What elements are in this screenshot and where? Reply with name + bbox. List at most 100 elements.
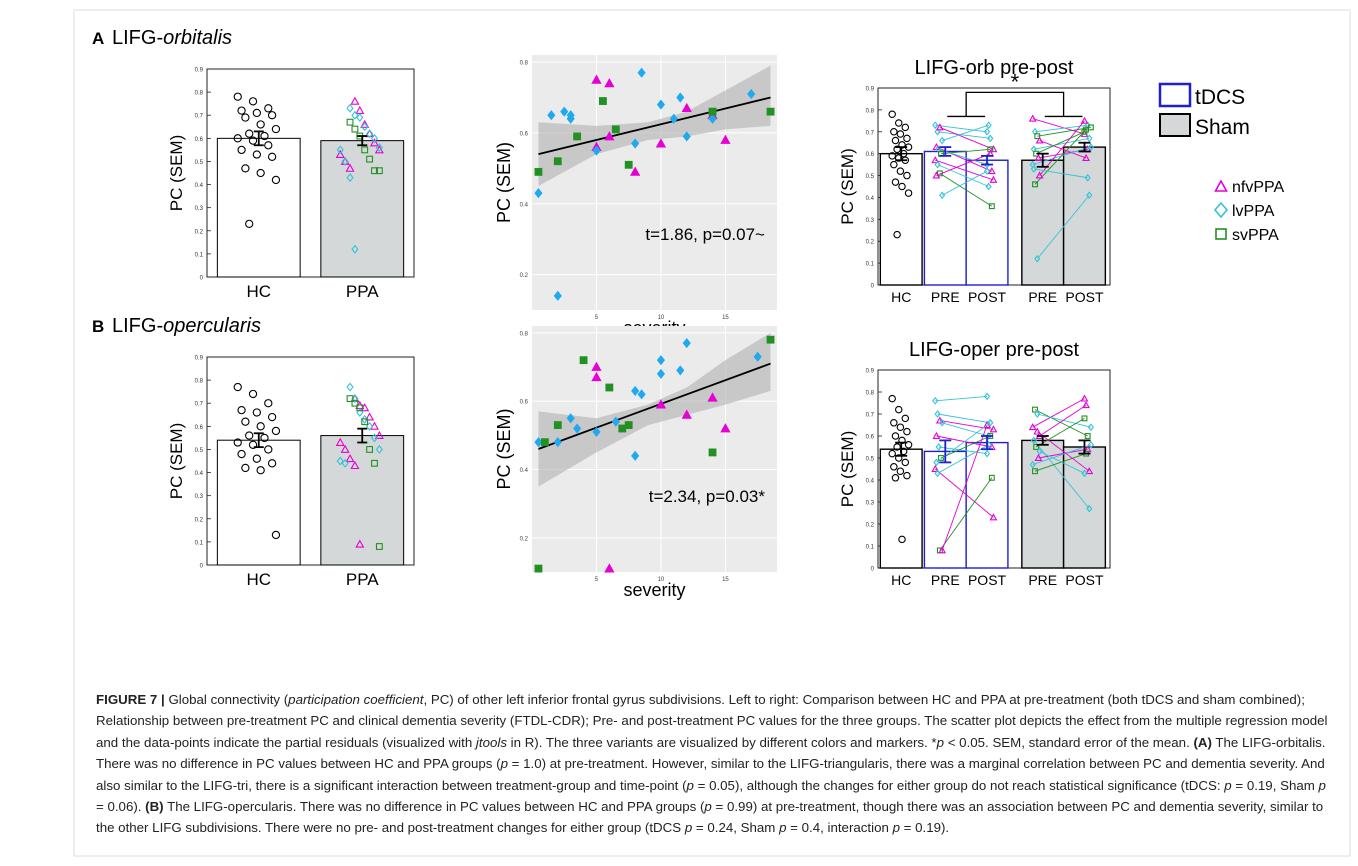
point-svPPA xyxy=(579,356,588,365)
sv-pre-point xyxy=(1032,181,1038,188)
sv-point xyxy=(346,395,354,403)
lv-pre-point xyxy=(1034,254,1041,263)
nfv-point xyxy=(355,105,365,115)
point-lvPPA xyxy=(669,113,678,124)
hc-point xyxy=(891,136,900,145)
caption-bold-a: (A) xyxy=(1193,734,1212,750)
x-tick-label: HC xyxy=(891,572,911,588)
nfv-pair-line xyxy=(934,468,994,518)
lv-pair-line xyxy=(938,148,988,166)
sv-point xyxy=(351,399,359,407)
bar-sham-pre xyxy=(1021,439,1065,569)
hc-point xyxy=(252,454,261,463)
nfv-pair-line xyxy=(935,159,994,181)
nfv-post-point xyxy=(1080,116,1089,124)
bar-hc-hc xyxy=(879,152,923,286)
lv-pair-line xyxy=(937,444,989,474)
sv-pre-point xyxy=(1033,444,1040,450)
y-tick-label: 0.2 xyxy=(866,240,875,246)
x-axis-label: severity xyxy=(623,580,685,600)
lv-post-point xyxy=(987,134,994,143)
point-svPPA xyxy=(573,132,582,141)
nfv-pre-point xyxy=(1028,423,1037,431)
chart-b-bar: 0 0.1 0.2 0.3 0.4 0.5 0.6 0.7 0.8 0.9 PC (SEM) HC PP… xyxy=(167,356,415,589)
hc-point xyxy=(241,164,250,173)
nfv-point xyxy=(350,460,360,470)
point-lvPPA xyxy=(631,450,640,461)
plot-area xyxy=(206,68,415,278)
caption-p: p xyxy=(779,820,787,836)
lv-post-point xyxy=(1086,134,1093,143)
point-lvPPA xyxy=(534,188,543,199)
caption-p: p xyxy=(892,820,900,836)
nfv-point xyxy=(374,430,384,440)
sv-point xyxy=(366,446,374,453)
point-svPPA xyxy=(534,167,543,176)
lv-post-point xyxy=(985,121,992,130)
y-axis-label: PC (SEM) xyxy=(494,409,514,490)
point-lvPPA xyxy=(682,338,691,349)
hc-point xyxy=(245,431,254,440)
nfv-pre-point xyxy=(932,431,941,439)
y-axis-label: PC (SEM) xyxy=(838,431,857,508)
lv-pre-point xyxy=(1034,410,1041,418)
figure-caption: FIGURE 7 | Global connectivity (particip… xyxy=(96,689,1336,839)
lv-pre-point xyxy=(933,458,940,467)
hc-point xyxy=(252,408,261,417)
y-tick-label: 0.3 xyxy=(866,501,875,507)
hc-point xyxy=(896,130,905,138)
nfv-pair-line xyxy=(936,153,991,176)
hc-point xyxy=(903,471,911,480)
caption-text-9: = 0.06). xyxy=(96,799,146,815)
y-axis-label: PC (SEM) xyxy=(167,423,186,500)
nfv-pre-point xyxy=(931,464,940,472)
hc-point xyxy=(888,449,896,458)
hc-point xyxy=(891,432,900,440)
y-tick-label: 0.2 xyxy=(520,536,529,542)
x-tick-label: 10 xyxy=(658,577,665,583)
nfv-point xyxy=(345,163,355,172)
bar-sham-post xyxy=(1062,446,1107,569)
point-lvPPA xyxy=(708,113,717,124)
y-tick-label: 0.7 xyxy=(195,402,204,408)
lv-post-point xyxy=(983,167,991,176)
lv-point xyxy=(346,103,354,113)
nfv-post-point xyxy=(1085,467,1094,475)
lv-post-point xyxy=(985,432,992,440)
lv-post-point xyxy=(983,449,991,458)
hc-point xyxy=(267,412,277,422)
lv-point xyxy=(361,122,369,132)
lv-pre-point xyxy=(1030,165,1037,173)
legend-tdcs-swatch xyxy=(1158,82,1192,108)
hc-point xyxy=(260,433,269,443)
lv-pre-point xyxy=(939,191,946,200)
nfv-pre-point xyxy=(931,156,940,164)
point-svPPA xyxy=(708,107,717,116)
caption-italic-2: jtools xyxy=(475,734,507,750)
bar-hc xyxy=(216,137,301,278)
hc-point xyxy=(264,141,273,150)
sv-point xyxy=(356,404,364,412)
y-tick-label: 0.4 xyxy=(195,471,204,477)
point-svPPA xyxy=(534,564,543,573)
y-tick-label: 0.8 xyxy=(195,379,204,385)
lv-point xyxy=(341,458,349,468)
nfv-point xyxy=(360,119,370,128)
hc-point xyxy=(264,104,273,113)
nfv-pre-point xyxy=(1034,153,1043,161)
point-lvPPA xyxy=(631,138,640,149)
lv-post-point xyxy=(1087,440,1094,449)
point-lvPPA xyxy=(553,437,562,448)
panel-a-letter: A xyxy=(92,29,104,48)
point-lvPPA xyxy=(573,423,582,434)
legend-nfv-marker xyxy=(1214,179,1228,192)
lv-pre-point xyxy=(934,410,941,418)
y-tick-label: 0.8 xyxy=(520,331,529,337)
chart-title: LIFG-oper pre-post xyxy=(909,339,1080,361)
sv-pair-line xyxy=(1035,131,1085,155)
lv-pair-line xyxy=(1033,168,1088,179)
x-tick-label: POST xyxy=(968,289,1007,305)
point-nfvPPA xyxy=(591,371,602,382)
nfv-post-point xyxy=(1080,394,1089,402)
x-tick-label: PRE xyxy=(931,572,960,588)
